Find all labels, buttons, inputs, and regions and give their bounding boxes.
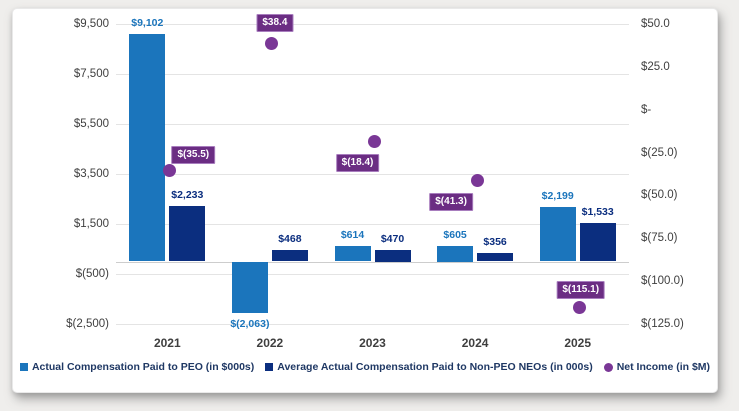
net-income-dot-2024 [470,174,484,187]
bar-peo-2021 [129,33,166,262]
left-axis-tick-label: $1,500 [73,218,109,230]
legend-item-net-income: Net Income (in $M) [603,361,711,373]
bar-label-peo-2022: $(2,063) [230,318,270,331]
chart-card: $9,500 $7,500 $5,500 $3,500 $1,500 $(500) $(2,… [12,8,718,393]
chart-legend: Actual Compensation Paid to PEO (in $000… [13,361,717,373]
bar-neo-2024 [477,252,514,262]
net-income-label-2023: $(18.4) [335,154,380,173]
x-axis-label-2021: 2021 [153,336,181,350]
bar-label-neo-2022: $468 [278,232,302,245]
net-income-dot-2023 [368,134,381,148]
net-income-label-2021: $(35.5) [171,145,216,164]
gridline [116,224,629,225]
net-income-dot-2025 [573,300,587,314]
bar-label-peo-2023: $614 [340,229,365,242]
net-income-series-dot-icon [603,362,613,372]
legend-label-peo: Actual Compensation Paid to PEO (in $000… [31,361,255,373]
right-axis-tick-label: $50.0 [641,18,670,30]
legend-label-neo: Average Actual Compensation Paid to Non-… [277,361,593,373]
x-axis-label-2025: 2025 [564,336,592,350]
gridline [116,24,629,25]
bar-peo-2022 [231,261,268,314]
right-axis-tick-label: $(50.0) [641,189,678,202]
bar-label-neo-2024: $356 [483,235,507,248]
gridline [116,324,629,325]
bar-label-peo-2025: $2,199 [541,189,574,202]
legend-item-neo: Average Actual Compensation Paid to Non-… [265,361,593,373]
peo-series-swatch-icon [19,363,28,371]
bar-neo-2023 [374,249,411,262]
bar-label-peo-2024: $605 [443,229,467,242]
left-axis-tick-label: $5,500 [73,118,109,130]
bar-label-neo-2025: $1,533 [581,206,614,219]
net-income-dot-2022 [265,37,279,51]
bar-neo-2025 [579,223,616,262]
net-income-label-2024: $(41.3) [429,192,473,211]
right-axis-tick-label: $(100.0) [641,275,684,288]
bar-neo-2022 [271,249,308,262]
legend-item-peo: Actual Compensation Paid to PEO (in $000… [19,361,255,373]
gridline [116,274,629,275]
bar-label-peo-2021: $9,102 [131,16,164,29]
gridline [116,74,629,75]
net-income-label-2025: $(115.1) [556,281,606,300]
x-axis-label-2023: 2023 [359,336,386,350]
legend-label-net-income: Net Income (in $M) [616,361,711,373]
x-axis-label-2024: 2024 [461,336,489,350]
left-axis-tick-label: $(2,500) [66,318,109,330]
right-axis-tick-label: $25.0 [641,60,670,73]
right-axis-tick-label: $- [641,103,652,116]
bar-neo-2021 [169,205,206,262]
category-axis-line [116,261,629,263]
left-axis-tick-label: $3,500 [73,168,109,180]
bar-peo-2024 [437,246,474,262]
left-axis-tick-label: $(500) [75,268,109,280]
left-axis-tick-label: $7,500 [73,68,109,80]
x-axis-label-2022: 2022 [256,336,284,350]
left-axis-tick-label: $9,500 [73,18,109,30]
net-income-dot-2021 [162,164,176,178]
bar-peo-2025 [539,206,576,262]
gridline [116,124,629,125]
right-axis-tick-label: $(75.0) [641,232,678,245]
net-income-label-2022: $38.4 [256,13,294,32]
bar-label-neo-2023: $470 [380,232,405,245]
gridline [116,174,629,175]
neo-series-swatch-icon [265,363,274,371]
chart-plot-area: $9,500 $7,500 $5,500 $3,500 $1,500 $(500) $(2,… [13,9,719,394]
right-axis-tick-label: $(125.0) [641,318,684,330]
bar-peo-2023 [334,246,371,262]
bar-label-neo-2021: $2,233 [171,188,204,201]
right-axis-tick-label: $(25.0) [641,146,678,159]
